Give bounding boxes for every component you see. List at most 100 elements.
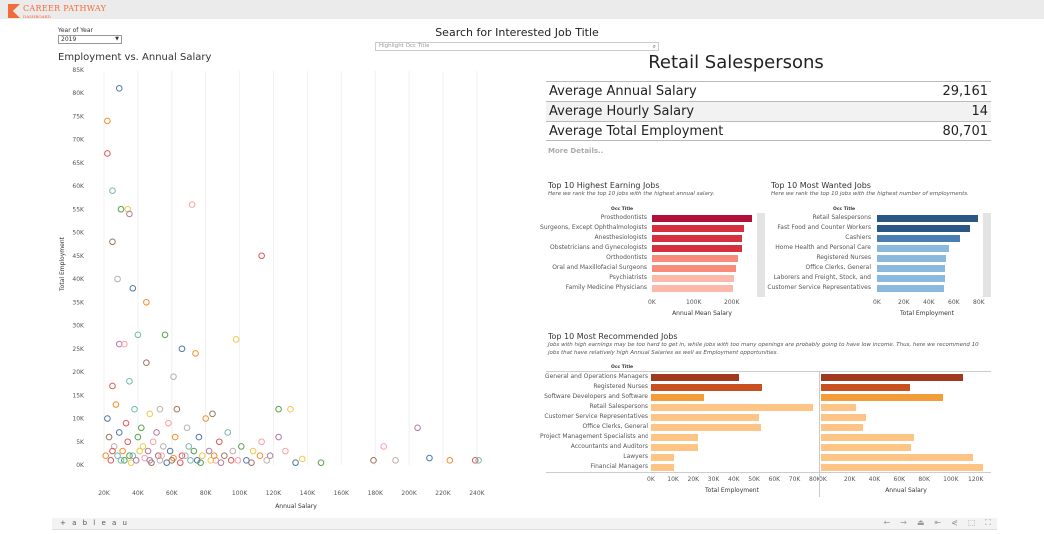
scatter-point bbox=[119, 447, 126, 455]
undo-icon[interactable]: ← bbox=[883, 518, 891, 527]
x-tick-label: 0K bbox=[648, 299, 656, 306]
scatter-point bbox=[205, 447, 213, 455]
tableau-toolbar: + a b l e a u ← → ⏏ ⇤ ⋞ ⬚ ⛶ bbox=[52, 518, 997, 530]
kpi-value: 14 bbox=[971, 104, 988, 119]
panel-divider bbox=[819, 371, 820, 497]
scatter-point bbox=[124, 438, 132, 446]
kpi-label: Average Annual Salary bbox=[549, 84, 697, 99]
scatter-title: Employment vs. Annual Salary bbox=[58, 52, 212, 63]
bar-label: Office Clerks, General bbox=[582, 423, 649, 430]
scatter-point bbox=[183, 424, 191, 432]
download-icon[interactable]: ⬚ bbox=[967, 518, 976, 527]
x-tick-label: 60K bbox=[166, 490, 179, 497]
x-tick-label: 10K bbox=[667, 476, 679, 483]
scatter-point bbox=[185, 443, 193, 450]
scatter-point bbox=[187, 457, 194, 464]
bar bbox=[877, 245, 950, 252]
scatter-point bbox=[471, 457, 479, 464]
search-placeholder: Highlight Occ Title bbox=[379, 43, 430, 49]
x-tick-label: 120K bbox=[266, 490, 282, 497]
x-tick-label: 20K bbox=[98, 490, 111, 497]
scatter-point bbox=[202, 415, 209, 422]
scatter-point bbox=[122, 419, 130, 427]
more-details-link[interactable]: More Details.. bbox=[548, 147, 604, 155]
bar-label: Registered Nurses bbox=[593, 383, 648, 390]
bar-label: Accountants and Auditors bbox=[570, 443, 648, 450]
bar-label: Anesthesiologists bbox=[594, 234, 647, 241]
scatter-point bbox=[136, 447, 143, 455]
bar bbox=[652, 245, 742, 252]
logo-title: CAREER PATHWAY bbox=[23, 4, 107, 13]
scatter-point bbox=[143, 298, 150, 306]
scatter-point bbox=[248, 459, 255, 466]
revert-icon[interactable]: ⏏ bbox=[916, 518, 925, 527]
bar-label: Customer Service Representatives bbox=[544, 413, 648, 420]
scatter-point bbox=[217, 459, 225, 466]
scatter-point bbox=[392, 457, 399, 464]
share-icon[interactable]: ⋞ bbox=[951, 518, 958, 527]
bar bbox=[652, 275, 735, 282]
scatter-point bbox=[166, 447, 174, 455]
kpi-annual-salary: Average Annual Salary 29,161 bbox=[546, 81, 991, 101]
bar bbox=[821, 424, 864, 431]
x-tick-label: 60K bbox=[768, 476, 781, 483]
scatter-point bbox=[153, 429, 160, 436]
scatter-point bbox=[137, 424, 145, 432]
scatter-point bbox=[176, 459, 184, 466]
career-pathway-logo: CAREER PATHWAY DASHBOARD bbox=[8, 2, 106, 20]
scatter-point bbox=[168, 457, 176, 464]
bar bbox=[821, 384, 911, 391]
bar bbox=[651, 444, 698, 451]
year-filter-select[interactable]: 2019 ▼ bbox=[58, 35, 122, 44]
bar bbox=[821, 444, 912, 451]
scatter-point bbox=[115, 340, 123, 348]
occ-title-header[interactable]: Occ Title bbox=[611, 365, 634, 370]
scatter-point bbox=[215, 438, 223, 446]
scrollbar-highest-earning[interactable] bbox=[757, 213, 765, 297]
redo-icon[interactable]: → bbox=[900, 518, 907, 527]
scatter-point bbox=[249, 447, 257, 455]
year-filter-label: Year of Year bbox=[58, 27, 94, 34]
occ-title-header[interactable]: Occ Title bbox=[833, 207, 856, 212]
bar-label: Psychiatrists bbox=[609, 274, 647, 281]
scatter-point bbox=[170, 373, 177, 380]
bar-label: Office Clerks, General bbox=[805, 264, 872, 271]
x-tick-label: 50K bbox=[748, 476, 760, 483]
scatter-point bbox=[104, 150, 111, 157]
scatter-point bbox=[114, 275, 121, 283]
bar-label: Software Developers and Software bbox=[544, 393, 648, 400]
scatter-point bbox=[156, 405, 164, 413]
scatter-point bbox=[199, 452, 206, 460]
y-tick-label: 5K bbox=[76, 439, 85, 446]
bar-label: Home Health and Personal Care bbox=[775, 244, 871, 251]
scatter-chart[interactable]: 20K 40K 60K 80K 100K 120K 140K 160K 180K 200K 220K… bbox=[56, 64, 496, 514]
bar bbox=[652, 225, 744, 232]
scatter-point bbox=[143, 359, 150, 367]
pause-icon[interactable]: ⇤ bbox=[934, 518, 942, 527]
year-filter-value: 2019 bbox=[61, 36, 77, 43]
bar bbox=[651, 424, 761, 431]
fullscreen-icon[interactable]: ⛶ bbox=[985, 518, 991, 527]
y-tick-label: 80K bbox=[72, 90, 85, 97]
bar bbox=[651, 464, 675, 471]
scatter-point bbox=[370, 457, 377, 464]
y-tick-label: 65K bbox=[72, 160, 85, 167]
x-tick-label: 220K bbox=[435, 490, 451, 497]
scatter-point bbox=[109, 447, 116, 455]
bar-label: Fast Food and Counter Workers bbox=[777, 224, 871, 231]
scatter-point bbox=[426, 454, 433, 462]
y-tick-label: 60K bbox=[72, 183, 85, 190]
scatter-point bbox=[173, 405, 181, 413]
kpi-label: Average Hourly Salary bbox=[549, 104, 695, 119]
y-tick-label: 45K bbox=[72, 253, 85, 260]
x-tick-label: 100K bbox=[686, 299, 702, 306]
scatter-point bbox=[146, 457, 154, 464]
x-tick-label: 20K bbox=[687, 476, 700, 483]
scatter-point bbox=[129, 452, 137, 460]
occ-title-header[interactable]: Occ Title bbox=[611, 207, 634, 212]
scrollbar-most-wanted[interactable] bbox=[983, 213, 991, 297]
job-search-input[interactable]: Highlight Occ Title ⌕ bbox=[375, 42, 659, 51]
bar-label: Retail Salespersons bbox=[589, 403, 648, 410]
scatter-point bbox=[102, 452, 109, 460]
scatter-point bbox=[132, 457, 140, 464]
